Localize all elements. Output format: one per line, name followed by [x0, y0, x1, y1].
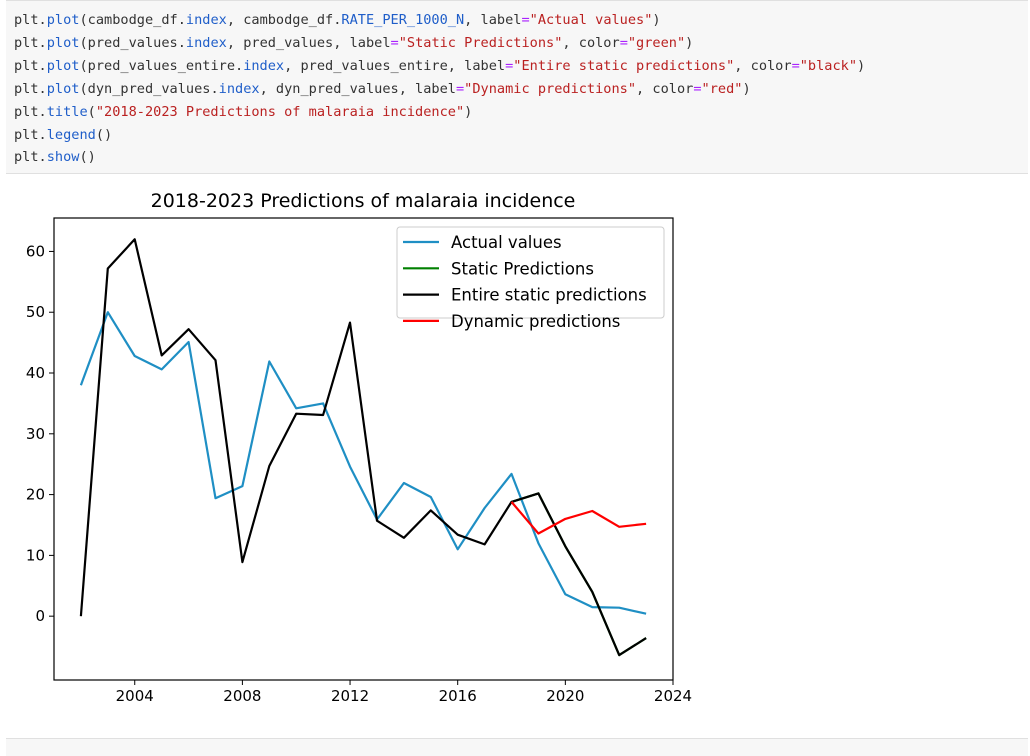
code-token: plt.: [14, 126, 47, 143]
code-line: plt.plot(dyn_pred_values.index, dyn_pred…: [14, 81, 751, 97]
legend: Actual values Static Predictions Entire st…: [396, 226, 665, 331]
code-line: plt.plot(cambodge_df.index, cambodge_df.…: [14, 12, 661, 28]
code-token: legend: [46, 126, 96, 143]
code-token: show: [46, 149, 80, 166]
code-token: "Static Predictions": [398, 34, 563, 51]
code-token: plt.: [14, 103, 47, 120]
code-token: "Actual values": [529, 12, 653, 28]
y-tick-label: 60: [26, 242, 45, 260]
code-token: =: [521, 12, 530, 28]
code-token: (pred_values_entire.: [79, 57, 244, 74]
code-line: plt.legend(): [14, 127, 112, 143]
code-token: ): [742, 80, 751, 97]
y-tick-label: 30: [26, 425, 45, 443]
code-token: plt.: [14, 12, 47, 28]
code-token: index: [218, 80, 260, 97]
legend-label: Dynamic predictions: [451, 312, 620, 331]
legend-label: Entire static predictions: [451, 286, 647, 305]
code-token: =: [505, 57, 514, 74]
code-token: =: [693, 80, 702, 97]
x-tick-label: 2016: [439, 687, 477, 705]
code-token: "black": [799, 57, 858, 74]
code-cell[interactable]: plt.plot(cambodge_df.index, cambodge_df.…: [6, 0, 1028, 174]
y-tick-label: 50: [26, 303, 45, 321]
code-editor[interactable]: plt.plot(cambodge_df.index, cambodge_df.…: [14, 9, 865, 169]
code-token: (cambodge_df.: [79, 12, 186, 28]
code-token: , pred_values_entire, label: [284, 57, 506, 74]
series-line-2: [511, 492, 647, 657]
code-token: , cambodge_df.: [226, 12, 342, 28]
code-token: plot: [46, 12, 80, 28]
code-token: "Dynamic predictions": [464, 80, 637, 97]
code-token: (): [95, 126, 113, 143]
y-tick-label: 20: [26, 486, 45, 504]
series-line-1: [79, 311, 647, 615]
code-token: =: [455, 80, 465, 97]
x-tick-label: 2020: [546, 687, 584, 705]
code-token: =: [791, 57, 800, 74]
code-line: plt.plot(pred_values.index, pred_values,…: [14, 35, 693, 51]
y-tick-label: 10: [26, 546, 45, 564]
legend-label: Static Predictions: [451, 259, 594, 278]
code-token: "green": [627, 34, 686, 51]
code-token: , label: [464, 12, 522, 28]
code-token: plot: [46, 34, 80, 51]
code-token: ): [652, 12, 661, 28]
code-token: index: [243, 57, 285, 74]
code-token: title: [46, 103, 88, 120]
legend-label: Actual values: [451, 233, 562, 252]
code-token: (): [79, 149, 96, 166]
code-token: plt.: [14, 80, 47, 97]
code-token: , color: [562, 34, 620, 51]
code-token: plt.: [14, 57, 47, 74]
line-chart: 2018-2023 Predictions of malaraia incide…: [26, 190, 692, 705]
code-token: index: [185, 34, 227, 51]
code-token: =: [390, 34, 399, 51]
code-line: plt.title("2018-2023 Predictions of mala…: [14, 104, 472, 120]
code-token: (pred_values.: [79, 34, 186, 51]
code-token: index: [185, 12, 227, 28]
code-token: (dyn_pred_values.: [79, 80, 219, 97]
code-token: , color: [636, 80, 694, 97]
x-tick-label: 2004: [116, 687, 154, 705]
plot-frame: [53, 217, 674, 681]
code-token: plot: [46, 57, 80, 74]
code-token: plt.: [14, 34, 47, 51]
code-token: "Entire static predictions": [513, 57, 735, 74]
series-line-4: [510, 501, 647, 535]
series-line-3: [79, 238, 647, 657]
x-tick-label: 2008: [223, 687, 261, 705]
code-token: , dyn_pred_values, label: [259, 80, 456, 97]
code-token: RATE_PER_1000_N: [341, 12, 465, 28]
code-line: plt.plot(pred_values_entire.index, pred_…: [14, 58, 865, 74]
y-tick-label: 0: [35, 607, 45, 625]
x-tick-label: 2024: [654, 687, 692, 705]
code-token: plot: [46, 80, 80, 97]
y-tick-label: 40: [26, 364, 45, 382]
code-token: =: [619, 34, 628, 51]
code-token: , pred_values, label: [226, 34, 391, 51]
code-line: plt.show(): [14, 149, 96, 165]
x-tick-label: 2012: [331, 687, 369, 705]
code-token: ): [857, 57, 866, 74]
code-token: ): [464, 103, 473, 120]
code-token: , color: [734, 57, 792, 74]
code-token: (: [87, 103, 96, 120]
code-token: plt.: [14, 149, 47, 166]
code-token: "2018-2023 Predictions of malaraia incid…: [95, 103, 465, 120]
next-code-cell[interactable]: [6, 738, 1028, 756]
code-token: "red": [701, 80, 743, 97]
chart-title: 2018-2023 Predictions of malaraia incide…: [151, 190, 576, 212]
code-token: ): [685, 34, 694, 51]
legend-box: [396, 226, 665, 319]
